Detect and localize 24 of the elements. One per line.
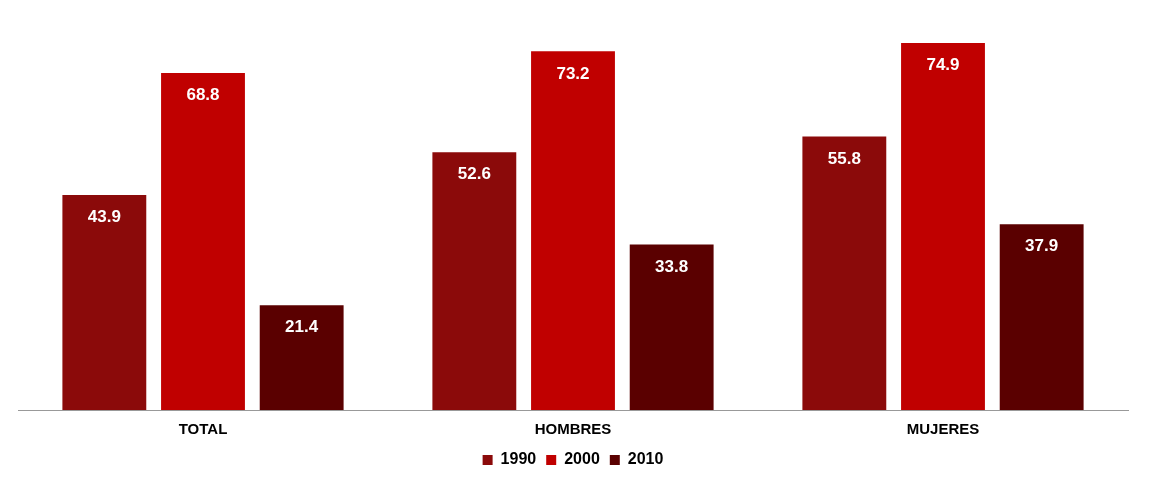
x-tick-label: MUJERES bbox=[906, 420, 980, 438]
legend-label: 2000 bbox=[564, 450, 600, 468]
data-label: 21.4 bbox=[285, 317, 319, 337]
data-label: 74.9 bbox=[926, 55, 960, 75]
bar bbox=[999, 224, 1084, 410]
data-label: 55.8 bbox=[827, 148, 861, 168]
bar bbox=[432, 152, 517, 410]
data-label: 52.6 bbox=[457, 164, 491, 184]
bar bbox=[62, 194, 147, 410]
bar bbox=[629, 244, 714, 410]
bar bbox=[259, 305, 344, 410]
bar bbox=[531, 51, 615, 410]
data-label: 37.9 bbox=[1025, 236, 1059, 256]
legend-label: 1990 bbox=[500, 450, 537, 468]
data-label: 33.8 bbox=[655, 256, 689, 276]
bar bbox=[161, 72, 245, 410]
x-tick-label: HOMBRES bbox=[534, 420, 612, 438]
data-label: 73.2 bbox=[556, 63, 590, 83]
data-label: 68.8 bbox=[186, 85, 220, 105]
legend-label: 2010 bbox=[627, 450, 664, 468]
data-label: 43.9 bbox=[87, 207, 121, 227]
bar bbox=[901, 42, 985, 410]
x-tick-label: TOTAL bbox=[178, 420, 228, 438]
bar bbox=[802, 136, 887, 410]
